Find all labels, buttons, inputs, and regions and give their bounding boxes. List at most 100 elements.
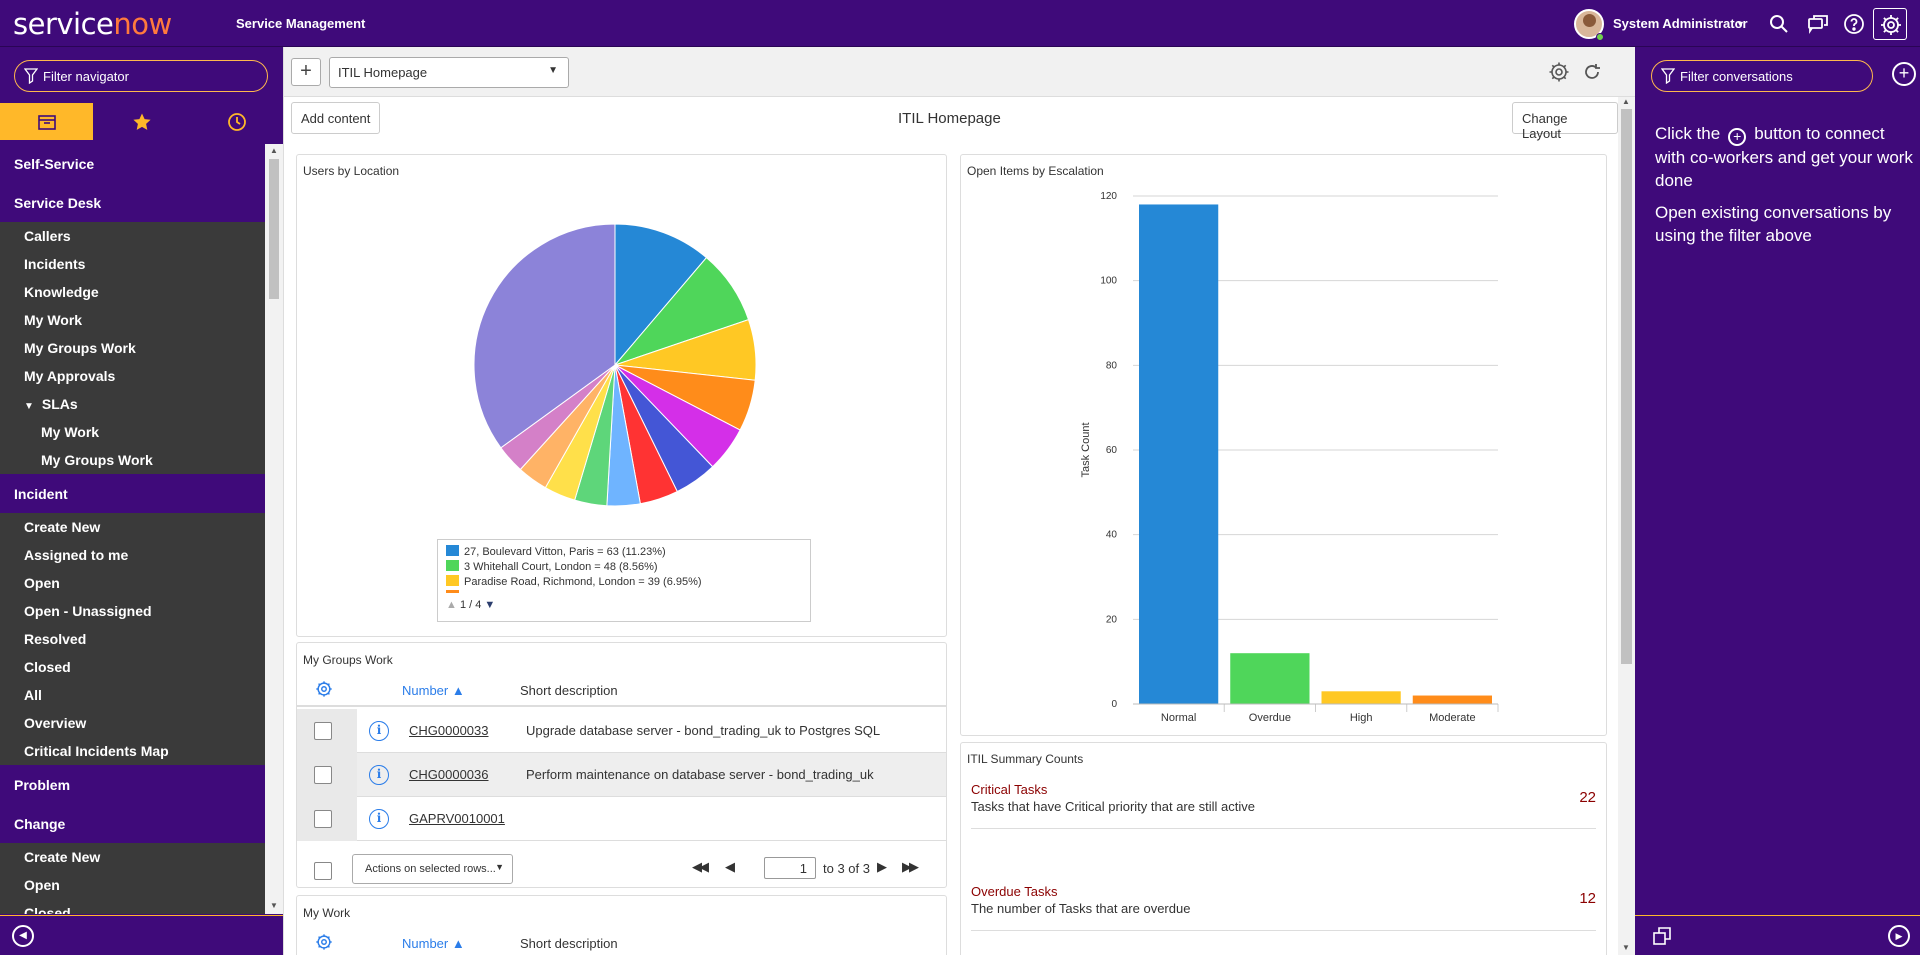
new-conversation-plus-icon[interactable]: + — [1892, 62, 1916, 86]
legend-item[interactable]: 27, Boulevard Vitton, Paris = 63 (11.23%… — [446, 545, 666, 560]
summary-item-title[interactable]: Critical Tasks — [971, 782, 1048, 797]
scroll-up-icon[interactable]: ▲ — [270, 146, 278, 155]
nav-item[interactable]: My Groups Work — [0, 334, 265, 362]
column-header-number[interactable]: Number ▲ — [402, 936, 465, 951]
pop-out-icon[interactable] — [1652, 926, 1672, 946]
scroll-up-icon[interactable]: ▲ — [1622, 97, 1630, 106]
filter-navigator-input[interactable]: Filter navigator — [14, 60, 268, 92]
list-settings-gear-icon[interactable] — [315, 933, 333, 951]
refresh-icon[interactable] — [1581, 61, 1603, 83]
bar-chart[interactable]: 0 20 40 60 80 100 120 Normal Overdue High Moderate… — [961, 155, 1608, 737]
select-all-checkbox[interactable] — [314, 862, 332, 880]
first-page-icon[interactable]: ◀◀ — [692, 859, 709, 874]
legend-prev-icon[interactable]: ▲ — [446, 599, 457, 611]
help-icon[interactable] — [1842, 12, 1866, 36]
row-checkbox[interactable] — [314, 722, 332, 740]
bar[interactable] — [1412, 695, 1492, 704]
nav-item[interactable]: Resolved — [0, 625, 265, 653]
nav-item[interactable]: Callers — [0, 222, 265, 250]
homepage-select[interactable]: ITIL Homepage ▼ — [329, 57, 569, 88]
pie-chart[interactable] — [472, 222, 758, 508]
user-menu-caret-icon[interactable]: ▼ — [1736, 19, 1745, 29]
nav-item[interactable]: Assigned to me — [0, 541, 265, 569]
actions-on-selected-rows-select[interactable]: Actions on selected rows... ▼ — [352, 854, 513, 884]
legend-item[interactable]: Paradise Road, Richmond, London = 39 (6.… — [446, 575, 702, 590]
nav-item[interactable]: Knowledge — [0, 278, 265, 306]
change-layout-button[interactable]: Change Layout — [1512, 102, 1618, 141]
column-header-short-description[interactable]: Short description — [520, 683, 618, 698]
summary-item-title[interactable]: Overdue Tasks — [971, 884, 1058, 899]
bar[interactable] — [1321, 691, 1401, 704]
settings-gear-icon[interactable] — [1548, 61, 1570, 83]
legend-next-icon[interactable]: ▼ — [484, 599, 496, 611]
sort-ascending-icon: ▲ — [451, 936, 465, 951]
row-checkbox[interactable] — [314, 766, 332, 784]
legend-item[interactable]: 3 Whitehall Court, London = 48 (8.56%) — [446, 560, 658, 575]
info-icon[interactable]: i — [369, 721, 389, 741]
nav-module[interactable]: Self-Service — [0, 144, 265, 183]
collapse-navigator-icon[interactable]: ◀ — [12, 925, 34, 947]
legend-label: Paradise Road, Richmond, London = 39 (6.… — [464, 576, 702, 588]
nav-item[interactable]: Closed — [0, 653, 265, 681]
nav-item[interactable]: My Groups Work — [0, 446, 265, 474]
content-scrollbar[interactable]: ▲ ▼ — [1618, 97, 1635, 955]
nav-module[interactable]: Problem — [0, 765, 265, 804]
collapse-connect-icon[interactable]: ▶ — [1888, 925, 1910, 947]
nav-module[interactable]: Service Desk — [0, 183, 265, 222]
bar[interactable] — [1139, 204, 1219, 704]
nav-item[interactable]: Critical Incidents Map — [0, 737, 265, 765]
nav-item[interactable]: SLAs — [0, 390, 265, 418]
record-number-link[interactable]: CHG0000033 — [409, 723, 489, 738]
content-scroll-thumb[interactable] — [1621, 109, 1632, 664]
previous-page-icon[interactable]: ◀ — [725, 859, 735, 874]
nav-item[interactable]: Open - Unassigned — [0, 597, 265, 625]
navigator-scroll-thumb[interactable] — [269, 159, 279, 299]
connect-chat-icon[interactable] — [1806, 12, 1830, 36]
column-header-number[interactable]: Number ▲ — [402, 683, 465, 698]
bar[interactable] — [1230, 653, 1310, 704]
tab-history[interactable] — [190, 103, 283, 140]
nav-item[interactable]: My Work — [0, 306, 265, 334]
nav-module[interactable]: Change — [0, 804, 265, 843]
user-menu[interactable]: System Administrator — [1613, 16, 1748, 31]
nav-item[interactable]: My Approvals — [0, 362, 265, 390]
record-number-link[interactable]: CHG0000036 — [409, 767, 489, 782]
tab-all-applications[interactable] — [0, 103, 93, 140]
user-avatar[interactable] — [1574, 9, 1604, 39]
row-checkbox[interactable] — [314, 810, 332, 828]
column-header-short-description[interactable]: Short description — [520, 936, 618, 951]
tab-favorites[interactable] — [95, 103, 188, 140]
search-icon[interactable] — [1767, 12, 1791, 36]
nav-item[interactable]: Open — [0, 569, 265, 597]
pie-slice[interactable] — [614, 223, 708, 367]
navigator-scrollbar[interactable]: ▲ ▼ — [265, 144, 283, 914]
page-number-input[interactable]: 1 — [764, 857, 816, 879]
nav-item[interactable]: My Work — [0, 418, 265, 446]
pie-slice[interactable] — [473, 223, 616, 449]
nav-item[interactable]: All — [0, 681, 265, 709]
add-homepage-button[interactable]: + — [291, 58, 321, 86]
summary-item-count[interactable]: 12 — [1579, 890, 1596, 907]
list-settings-gear-icon[interactable] — [315, 680, 333, 698]
nav-item[interactable]: Closed — [0, 899, 265, 914]
info-icon[interactable]: i — [369, 809, 389, 829]
nav-module[interactable]: Incident — [0, 474, 265, 513]
next-page-icon[interactable]: ▶ — [877, 859, 887, 874]
scroll-down-icon[interactable]: ▼ — [1622, 943, 1630, 952]
last-page-icon[interactable]: ▶▶ — [902, 859, 919, 874]
add-content-button[interactable]: Add content — [291, 102, 381, 134]
nav-item[interactable]: Incidents — [0, 250, 265, 278]
archive-icon — [38, 115, 56, 130]
filter-conversations-input[interactable]: Filter conversations — [1651, 60, 1873, 92]
application-navigator: Filter navigator Self-Service Service Des… — [0, 47, 283, 955]
nav-item[interactable]: Create New — [0, 513, 265, 541]
scroll-down-icon[interactable]: ▼ — [270, 901, 278, 910]
nav-item[interactable]: Open — [0, 871, 265, 899]
system-settings-button[interactable] — [1873, 8, 1907, 40]
summary-item-count[interactable]: 22 — [1579, 789, 1596, 806]
nav-item[interactable]: Overview — [0, 709, 265, 737]
nav-item[interactable]: Create New — [0, 843, 265, 871]
record-number-link[interactable]: GAPRV0010001 — [409, 811, 505, 826]
info-icon[interactable]: i — [369, 765, 389, 785]
servicenow-logo[interactable]: servicenow — [13, 7, 172, 41]
